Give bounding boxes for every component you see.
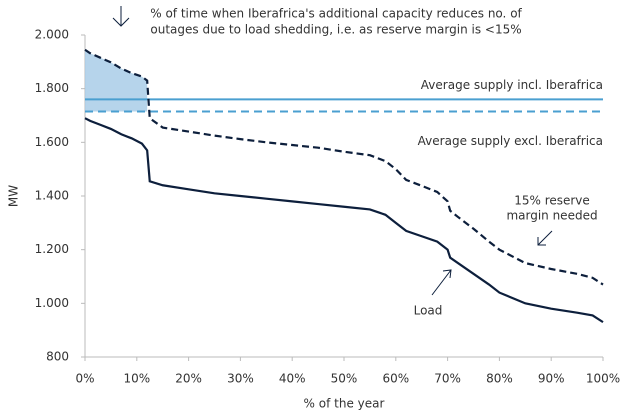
y-tick-label: 2.000 [35, 28, 69, 42]
series-label: Load [414, 304, 443, 318]
series-line [84, 117, 604, 324]
x-axis-label: % of the year [304, 397, 385, 411]
y-tick-label: 800 [46, 350, 69, 364]
annotation: % of time when Iberafrica's additional c… [150, 7, 522, 21]
y-tick-label: 1.400 [35, 189, 69, 203]
x-tick-label: 90% [538, 372, 565, 386]
x-tick-label: 100% [586, 372, 620, 386]
y-tick-label: 1.800 [35, 81, 69, 95]
x-tick-label: 50% [331, 372, 358, 386]
annotation: outages due to load shedding, i.e. as re… [150, 23, 521, 37]
x-tick-label: 0% [75, 372, 94, 386]
x-tick-label: 30% [227, 372, 254, 386]
reference-label: Average supply excl. Iberafrica [418, 134, 603, 148]
shaded-area [85, 49, 148, 112]
y-tick-label: 1.600 [35, 135, 69, 149]
y-tick-label: 1.200 [35, 242, 69, 256]
series-label: margin needed [506, 209, 597, 223]
y-tick-label: 1.000 [35, 296, 69, 310]
series-label: 15% reserve [514, 194, 590, 208]
series-line [84, 48, 604, 286]
y-axis-label: MW [7, 185, 21, 207]
reference-label: Average supply incl. Iberafrica [421, 78, 603, 92]
arrows [112, 6, 553, 296]
x-tick-label: 10% [123, 372, 150, 386]
x-tick-label: 20% [175, 372, 202, 386]
x-tick-label: 80% [486, 372, 513, 386]
x-tick-label: 40% [279, 372, 306, 386]
x-tick-label: 70% [434, 372, 461, 386]
x-tick-label: 60% [382, 372, 409, 386]
